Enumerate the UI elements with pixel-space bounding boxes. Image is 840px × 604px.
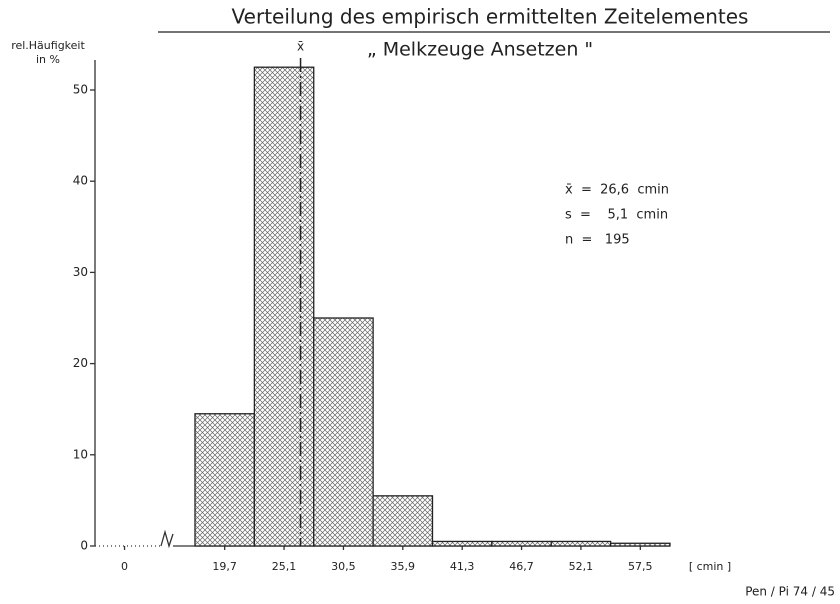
axis-break bbox=[160, 529, 174, 549]
bar bbox=[194, 413, 256, 547]
x-tick-label: 46,7 bbox=[509, 560, 534, 573]
annotation: n = 195 bbox=[565, 233, 630, 248]
y-tick-label: 10 bbox=[73, 447, 88, 461]
y-tick-label: 30 bbox=[73, 265, 88, 279]
x-tick-label: 25,1 bbox=[272, 560, 297, 573]
x-tick-label: 52,1 bbox=[569, 560, 594, 573]
y-tick-label: 40 bbox=[73, 174, 88, 188]
y-tick-label: 0 bbox=[80, 539, 88, 553]
y-axis-label: in % bbox=[36, 53, 60, 66]
bar bbox=[609, 542, 671, 547]
x-tick-label: 35,9 bbox=[391, 560, 416, 573]
bar bbox=[491, 540, 552, 547]
mean-label: x̄ bbox=[297, 40, 304, 54]
bar bbox=[313, 317, 374, 547]
bar bbox=[253, 66, 315, 547]
bar bbox=[372, 495, 434, 547]
y-axis-label: rel.Häufigkeit bbox=[11, 39, 85, 52]
chart-subtitle: „ Melkzeuge Ansetzen " bbox=[367, 39, 593, 61]
x-tick-label: 57,5 bbox=[628, 560, 653, 573]
x-tick-label: 41,3 bbox=[450, 560, 475, 573]
chart-title: Verteilung des empirisch ermittelten Zei… bbox=[232, 5, 749, 29]
annotation: x̄ = 26,6 cmin bbox=[565, 183, 669, 198]
footer: Pen / Pi 74 / 45 bbox=[745, 585, 835, 599]
x-axis-label: [ cmin ] bbox=[689, 560, 731, 573]
y-tick-label: 50 bbox=[73, 83, 88, 97]
y-tick-label: 20 bbox=[73, 356, 88, 370]
x-tick-label: 0 bbox=[121, 560, 128, 573]
x-tick-label: 30,5 bbox=[331, 560, 356, 573]
bar bbox=[550, 540, 612, 547]
annotation: s = 5,1 cmin bbox=[565, 208, 668, 223]
bar bbox=[431, 540, 493, 547]
x-tick-label: 19,7 bbox=[212, 560, 237, 573]
